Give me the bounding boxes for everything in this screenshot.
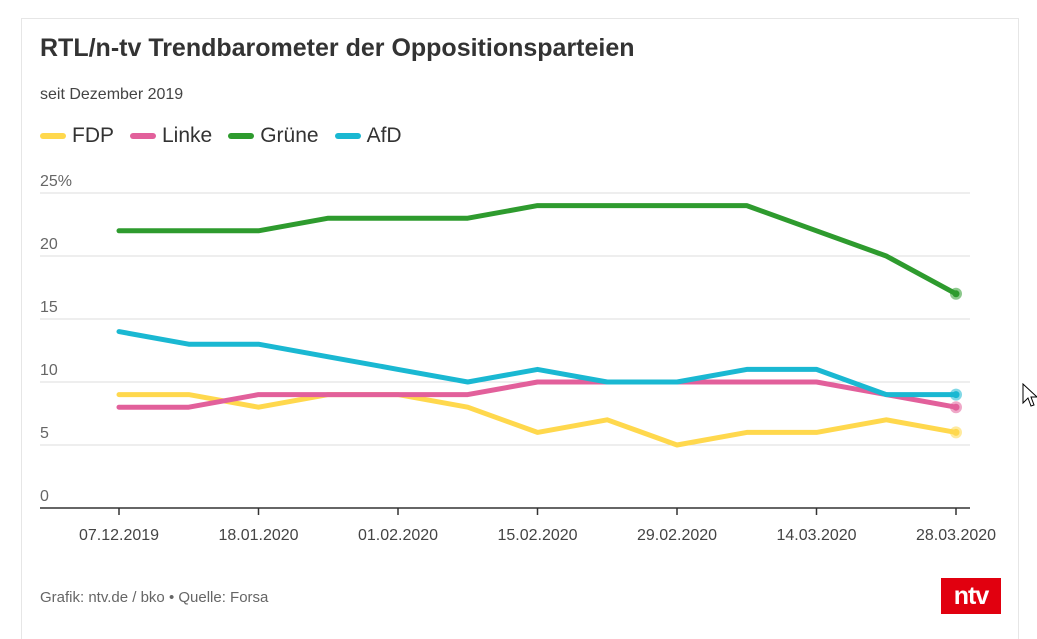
legend-item-fdp[interactable]: FDP [40,124,114,148]
series-endpoint-fdp [952,428,960,436]
series-endpoint-afd [952,391,960,399]
x-tick-label-01.02.2020: 01.02.2020 [358,527,438,544]
x-tick-label-28.03.2020: 28.03.2020 [916,527,996,544]
mouse-cursor-icon [1022,383,1037,407]
x-tick-label-15.02.2020: 15.02.2020 [497,527,577,544]
series-line-fdp [116,392,959,448]
legend-swatch-linke [130,133,156,139]
legend-item-linke[interactable]: Linke [130,124,212,148]
x-tick-label-29.02.2020: 29.02.2020 [637,527,717,544]
y-tick-label-25: 25% [40,173,72,190]
chart-title: RTL/n-tv Trendbarometer der Oppositionsp… [40,34,635,62]
legend-label-fdp: FDP [72,124,114,147]
y-tick-label-10: 10 [40,362,58,379]
legend-label-afd: AfD [366,124,402,147]
y-tick-label-5: 5 [40,425,49,442]
chart-subtitle: seit Dezember 2019 [40,86,184,103]
legend-swatch-fdp [40,133,66,139]
legend-label-gruene: Grüne [260,124,319,147]
ntv-logo[interactable]: ntv [941,578,1001,614]
y-tick-label-15: 15 [40,299,58,316]
series-line-linke [116,379,959,410]
line-chart: 0 5 10 15 20 25% 07.12.2019 18.01.2020 01.02.202… [40,173,996,544]
series-line-gruene [116,203,959,297]
x-tick-label-07.12.2019: 07.12.2019 [79,527,159,544]
series-endpoint-linke [952,403,960,411]
legend-swatch-gruene [228,133,255,139]
legend: FDP Linke Grüne AfD [40,124,418,148]
legend-item-gruene[interactable]: Grüne [228,124,319,148]
x-tick-label-14.03.2020: 14.03.2020 [776,527,856,544]
legend-swatch-afd [334,133,361,139]
y-tick-label-20: 20 [40,236,58,253]
legend-item-afd[interactable]: AfD [334,124,402,148]
y-tick-label-0: 0 [40,488,49,505]
source-note: Grafik: ntv.de / bko • Quelle: Forsa [40,589,269,606]
series-line-afd [116,329,959,398]
series-endpoint-gruene [952,290,960,298]
x-tick-label-18.01.2020: 18.01.2020 [218,527,298,544]
chart-card [21,18,1019,639]
legend-label-linke: Linke [162,124,213,147]
